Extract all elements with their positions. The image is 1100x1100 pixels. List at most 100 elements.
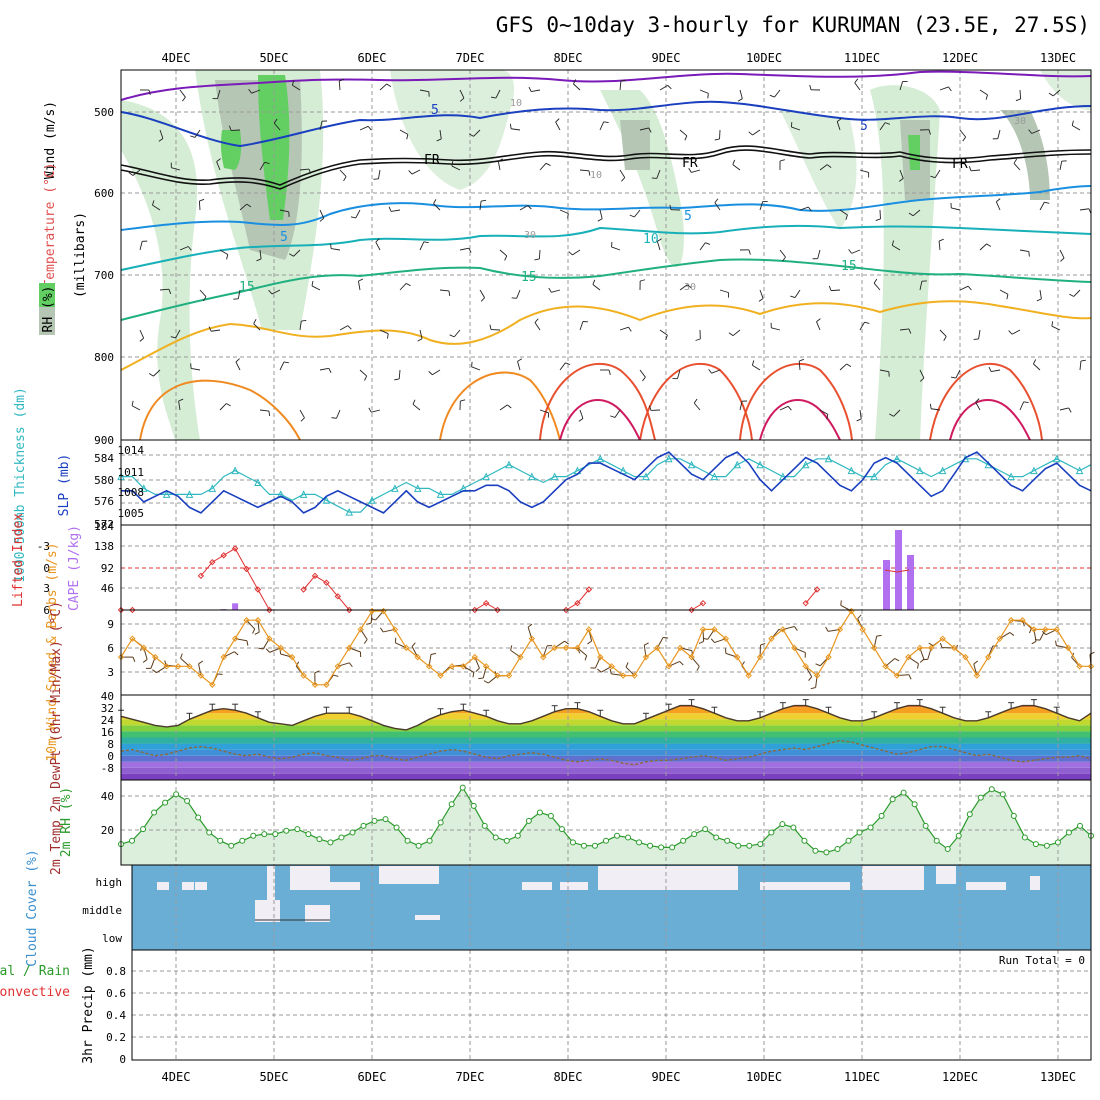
wind-barb-flag xyxy=(343,176,347,182)
rh-region xyxy=(600,90,684,268)
wind-y-ticks: 9 6 3 xyxy=(107,618,114,679)
isotherm-label: 5 xyxy=(280,230,288,245)
wind-speed-marker xyxy=(403,644,410,652)
wind-barb-flag xyxy=(875,218,881,222)
wind-barb xyxy=(531,89,541,93)
wind-barb xyxy=(839,363,847,371)
wind-barb-flag xyxy=(527,623,533,628)
isotherm-label: 15 xyxy=(841,259,857,274)
wind-barb xyxy=(779,405,789,411)
wind-barb xyxy=(679,284,688,291)
wind-barb xyxy=(377,169,381,179)
wind-speed-marker xyxy=(266,635,273,642)
wind-speed-marker xyxy=(505,672,513,679)
wind-barb-flag xyxy=(1033,359,1037,365)
wind-barb-flag xyxy=(815,663,821,667)
wind-barb-flag xyxy=(782,256,786,262)
wind-barb xyxy=(339,169,347,177)
date-label: 7DEC xyxy=(456,1070,485,1084)
wind-speed-marker xyxy=(220,653,227,661)
wind-barb-flag xyxy=(1044,201,1050,204)
wind-barb xyxy=(978,329,981,339)
lifted-index-marker xyxy=(585,586,593,593)
wind-speed-marker xyxy=(437,672,444,679)
wind-barb xyxy=(453,329,461,338)
wind-barb-flag xyxy=(748,249,751,255)
wind-barb xyxy=(319,367,329,371)
wind-barb-flag xyxy=(988,366,992,372)
wind-barb xyxy=(859,321,865,331)
wind-barb xyxy=(752,129,761,136)
wind-barb-flag xyxy=(1055,640,1057,646)
wind-barb xyxy=(619,81,622,91)
wind-speed-marker xyxy=(254,617,262,624)
wind-barb xyxy=(359,125,369,131)
wind-barb xyxy=(398,369,401,380)
wind-barb-flag xyxy=(669,204,672,210)
lifted-index-marker xyxy=(813,586,821,593)
wind-speed-marker xyxy=(357,626,364,633)
wind-barb xyxy=(519,205,529,211)
wind-barb-flag xyxy=(248,88,252,94)
wind-barb xyxy=(752,364,761,371)
wind-barb-flag xyxy=(693,398,698,404)
wind-barb xyxy=(799,206,809,211)
rh-markers xyxy=(118,784,1094,856)
thickness-marker xyxy=(140,484,148,492)
wind-barb-flag xyxy=(180,653,183,659)
wind-barb-flag xyxy=(1006,294,1009,300)
wind-barb-flag xyxy=(423,241,429,244)
rh-marker xyxy=(536,809,543,816)
temperature-bands xyxy=(121,695,1091,780)
cape-bar xyxy=(232,603,239,610)
lifted-index-line xyxy=(884,569,910,573)
wind-barb xyxy=(599,121,605,131)
tick-label: 500 xyxy=(94,106,114,119)
wind-barb-flag xyxy=(489,324,492,330)
wind-barb-flag xyxy=(534,258,540,261)
date-label: 8DEC xyxy=(554,51,583,65)
wind-barb-flag xyxy=(973,660,979,665)
thickness-marker xyxy=(642,472,650,481)
wind-barb-flag xyxy=(168,289,172,295)
wind-barb-flag xyxy=(1028,129,1033,134)
wind-barb xyxy=(975,401,981,411)
rh-marker xyxy=(503,837,510,844)
wind-barb-flag xyxy=(950,376,957,379)
wind-barb-flag xyxy=(387,333,389,339)
wind-barb xyxy=(951,207,961,211)
wind-speed-marker xyxy=(597,653,604,661)
thickness-marker xyxy=(870,472,878,481)
wind-barb xyxy=(336,409,341,419)
wind-barb-flag xyxy=(857,614,862,619)
wind-barb xyxy=(411,169,421,175)
wind-barb-flag xyxy=(366,622,372,625)
wind-speed-marker xyxy=(1019,617,1026,624)
wind-barb xyxy=(216,161,221,171)
rh-marker xyxy=(217,837,224,844)
wind-barb xyxy=(997,129,1001,139)
wind-barb-flag xyxy=(908,674,912,680)
rh-marker xyxy=(801,837,808,844)
lifted-index-marker xyxy=(323,579,330,586)
thickness-marker xyxy=(1052,454,1061,463)
isotherm-label: 5 xyxy=(431,103,439,118)
date-label: 4DEC xyxy=(162,51,191,65)
wind-barb-flag xyxy=(1008,330,1013,335)
rh-marker xyxy=(569,839,576,846)
wind-speed-marker xyxy=(619,672,627,679)
wind-barb xyxy=(816,321,821,331)
isotherm-label: 5 xyxy=(860,119,868,134)
wind-speed-marker xyxy=(836,626,844,633)
wind-speed-marker xyxy=(985,653,992,661)
tick-label: 9 xyxy=(107,618,114,631)
tick-label: 3 xyxy=(43,582,50,595)
wind-barb-flag xyxy=(490,96,497,99)
wind-barb-flag xyxy=(460,399,466,402)
wind-barb-flag xyxy=(608,369,611,375)
wind-barb xyxy=(732,164,741,171)
wind-barb xyxy=(292,84,301,91)
wind-barb-flag xyxy=(545,162,551,166)
wind-barb-flag xyxy=(826,164,832,168)
wind-barb xyxy=(517,361,521,371)
